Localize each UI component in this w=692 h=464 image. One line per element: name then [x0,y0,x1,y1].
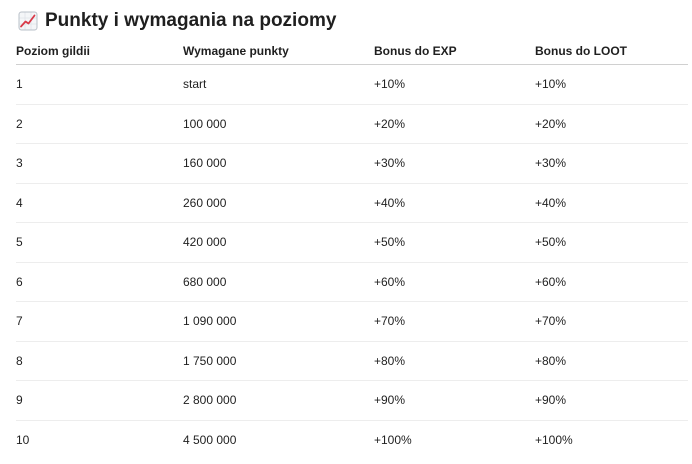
cell-loot-bonus: +100% [535,432,573,447]
table-header-row: Poziom gildii Wymagane punkty Bonus do E… [16,38,688,65]
cell-exp-bonus: +20% [374,104,535,144]
header-guild-level: Poziom gildii [16,38,183,65]
cell-guild-level: 3 [16,143,183,184]
cell-exp-bonus: +10% [374,64,535,105]
cell-loot-bonus: +50% [535,222,688,263]
cell-exp-bonus: +60% [374,262,535,302]
table-row: 10 4 500 000 +100% +100% [16,420,688,459]
table-row: 3 160 000 +30% +30% [16,143,688,184]
cell-exp-bonus: +40% [374,183,535,223]
cell-required-points: 160 000 [183,143,374,184]
cell-loot-bonus: +60% [535,262,688,302]
header-required-points: Wymagane punkty [183,38,374,65]
cell-required-points: 420 000 [183,222,374,263]
cell-guild-level: 5 [16,222,183,263]
levels-table: Poziom gildii Wymagane punkty Bonus do E… [16,38,688,459]
cell-required-points: 1 750 000 [183,341,374,381]
section-title: Punkty i wymagania na poziomy [45,10,337,31]
table-body: 1 start +10% +10% 2 100 000 +20% +20% 3 … [16,64,688,460]
table-row: 1 start +10% +10% [16,64,688,105]
cell-required-points: 680 000 [183,262,374,302]
chart-increasing-icon [18,11,38,31]
cell-guild-level: 4 [16,183,183,223]
cell-required-points: 4 500 000 [183,432,237,447]
cell-guild-level: 2 [16,104,183,144]
cell-loot-bonus: +20% [535,104,688,144]
cell-guild-level: 8 [16,341,183,381]
table-row: 7 1 090 000 +70% +70% [16,301,688,342]
header-loot-bonus: Bonus do LOOT [535,38,688,65]
table-row: 8 1 750 000 +80% +80% [16,341,688,381]
cell-exp-bonus: +100% [374,432,412,447]
cell-required-points: 260 000 [183,183,374,223]
table-row: 9 2 800 000 +90% +90% [16,380,688,421]
cell-exp-bonus: +70% [374,301,535,342]
cell-exp-bonus: +50% [374,222,535,263]
cell-required-points: 2 800 000 [183,380,374,421]
table-row: 5 420 000 +50% +50% [16,222,688,263]
cell-guild-level: 6 [16,262,183,302]
cell-loot-bonus: +90% [535,380,688,421]
table-row: 4 260 000 +40% +40% [16,183,688,223]
section-heading: Punkty i wymagania na poziomy [18,9,336,33]
cell-loot-bonus: +40% [535,183,688,223]
cell-required-points: start [183,64,374,105]
cell-exp-bonus: +90% [374,380,535,421]
cell-exp-bonus: +30% [374,143,535,184]
cell-loot-bonus: +80% [535,341,688,381]
table-row: 6 680 000 +60% +60% [16,262,688,302]
cell-loot-bonus: +30% [535,143,688,184]
cell-loot-bonus: +70% [535,301,688,342]
cell-required-points: 100 000 [183,104,374,144]
cell-exp-bonus: +80% [374,341,535,381]
cell-guild-level: 10 [16,432,30,447]
cell-guild-level: 1 [16,64,183,105]
header-exp-bonus: Bonus do EXP [374,38,535,65]
cell-guild-level: 7 [16,301,183,342]
cell-required-points: 1 090 000 [183,301,374,342]
cell-guild-level: 9 [16,380,183,421]
cell-loot-bonus: +10% [535,64,688,105]
table-row: 2 100 000 +20% +20% [16,104,688,144]
